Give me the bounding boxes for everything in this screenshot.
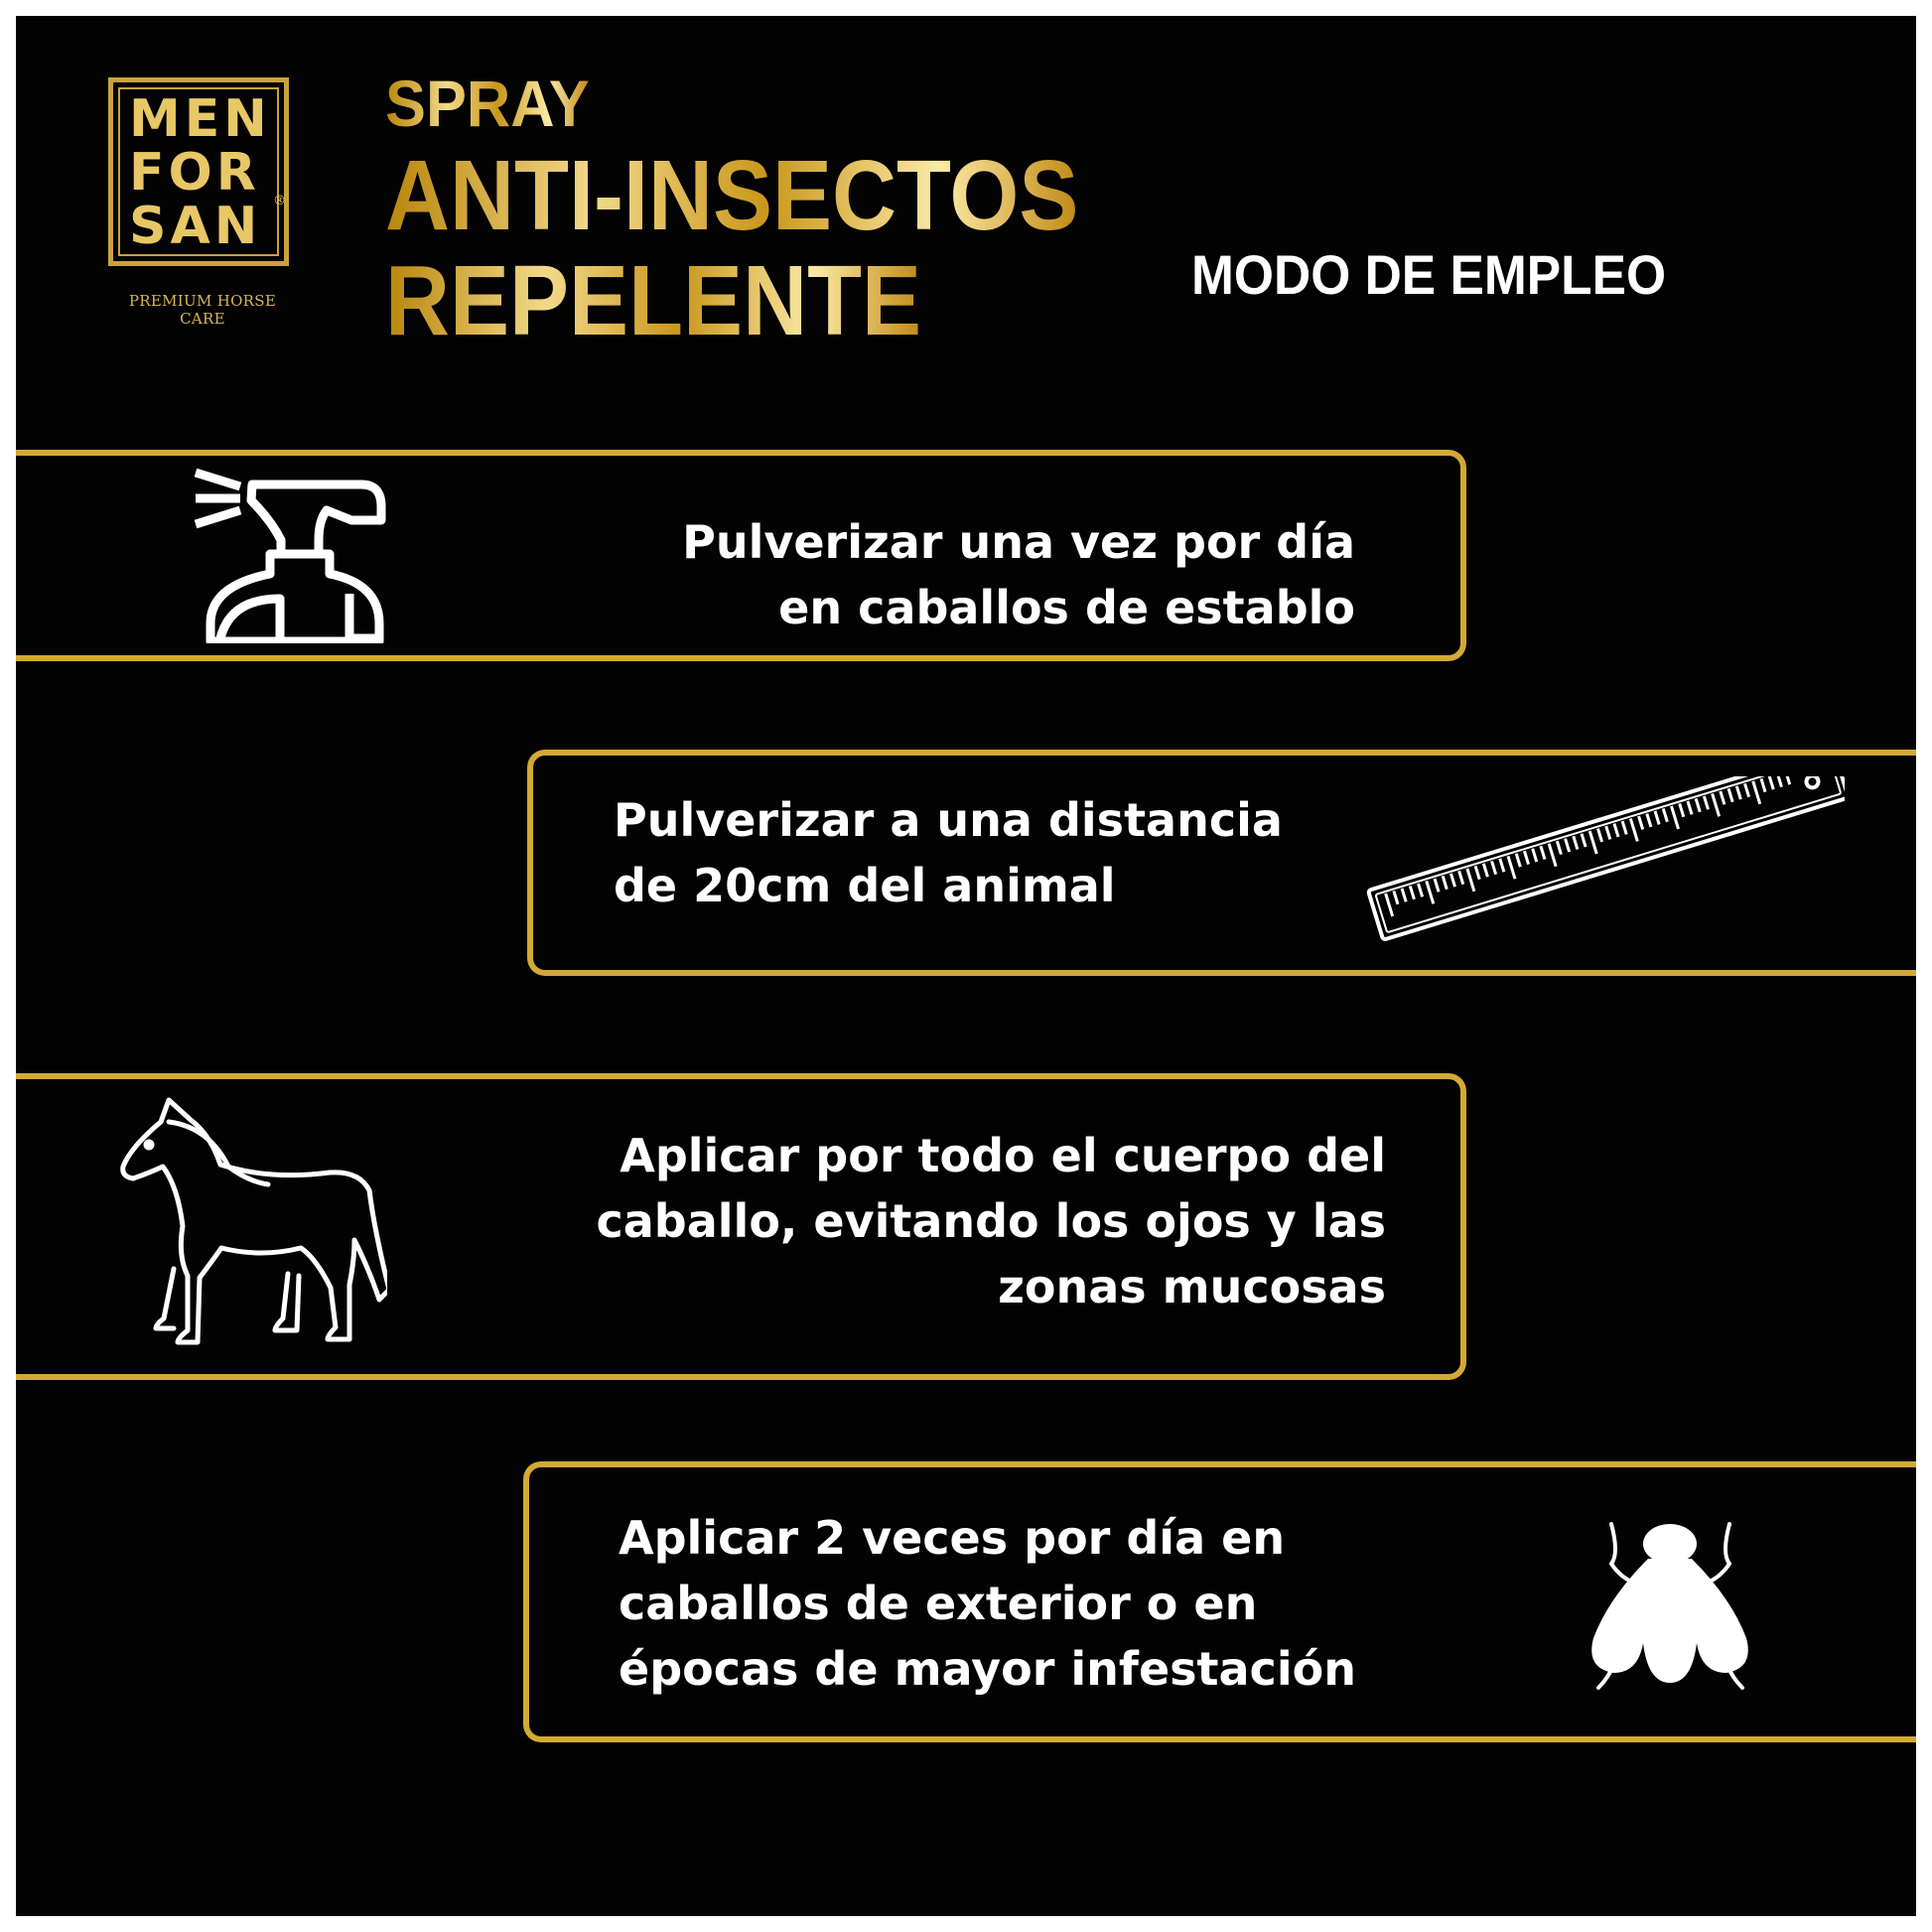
step-4-card [523,1461,1916,1742]
step-2-line-2: de 20cm del animal [614,859,1116,912]
ruler-tick [1645,813,1653,828]
spray-bottle-icon [194,468,386,643]
step-1-card [16,450,1466,661]
step-3-text: Aplicar por todo el cuerpo del caballo, … [597,1123,1387,1319]
ruler-tick [1392,891,1400,905]
ruler-tick [1490,860,1498,876]
ruler-tick [1694,797,1702,813]
step-2-text: Pulverizar a una distancia de 20cm del a… [614,787,1283,918]
section-title: MODO DE EMPLEO [1191,243,1667,306]
infographic-panel [16,16,1916,1916]
step-4-line-1: Aplicar 2 veces por día en [619,1511,1286,1565]
ruler-tick [1686,800,1694,815]
ruler-tick [1628,818,1639,842]
ruler-tick [1457,870,1465,886]
ruler-tick [1498,858,1506,873]
brand-logo: MEN FOR SAN ® [108,77,289,266]
ruler-tick [1653,810,1661,825]
ruler-tick [1441,875,1449,891]
step-3-line-3: zonas mucosas [998,1260,1386,1313]
step-4-line-2: caballos de exterior o en [619,1577,1258,1630]
ruler-tick [1555,840,1563,855]
step-3-line-1: Aplicar por todo el cuerpo del [620,1129,1386,1182]
ruler-tick [1481,863,1489,878]
step-1-line-1: Pulverizar una vez por día [682,515,1355,569]
ruler-tick [1604,825,1612,840]
ruler-tick [1612,823,1620,838]
ruler-tick [1751,780,1762,805]
ruler-tick [1759,777,1767,793]
ruler-tick [1661,808,1669,823]
step-4-line-3: épocas de mayor infestación [619,1642,1356,1696]
ruler-tick [1425,880,1436,904]
title-spray: SPRAY [385,67,590,140]
ruler-tick [1449,873,1456,888]
step-3-line-2: caballo, evitando los ojos y las [596,1194,1387,1248]
ruler-tick [1473,865,1481,881]
logo-line-san: SAN [129,197,262,256]
ruler-tick [1564,838,1572,853]
ruler-tick [1743,782,1751,798]
ruler-tick [1767,776,1775,790]
ruler-tick [1523,850,1530,866]
ruler-tick [1572,835,1580,850]
ruler-tick [1726,787,1734,803]
ruler-tick [1417,883,1425,897]
ruler-tick [1587,830,1598,855]
ruler-tick [1711,792,1722,817]
ruler-tick [1539,845,1547,861]
ruler-tick [1531,848,1539,863]
logo-line-for: FOR [129,143,260,203]
ruler-tick [1384,893,1395,917]
step-2-card [527,750,1916,976]
fly-icon [1591,1522,1748,1690]
step-1-line-2: en caballos de establo [778,581,1355,634]
ruler-tick [1465,868,1476,893]
ruler-tick [1580,833,1587,848]
step-3-card [16,1073,1466,1380]
logo-text: MEN FOR SAN [129,92,271,253]
brand-tagline: PREMIUM HORSE CARE [128,292,277,328]
title-anti-insectos: ANTI-INSECTOS [385,140,1079,251]
logo-line-men: MEN [129,89,271,149]
ruler-tick [1433,878,1441,893]
logo-inner-frame [118,87,279,256]
horse-icon [120,1097,387,1345]
ruler-tick [1400,888,1408,902]
ruler-tick [1670,805,1680,830]
step-1-text: Pulverizar una vez por día en caballos d… [682,509,1355,640]
registered-mark: ® [273,194,286,208]
title-repelente: REPELENTE [385,245,922,356]
ruler-tick [1506,855,1517,880]
step-4-text: Aplicar 2 veces por día en caballos de e… [619,1505,1356,1702]
ruler-tick [1734,785,1742,800]
ruler-tick [1784,776,1792,785]
ruler-tick [1719,790,1726,805]
ruler-tick [1620,820,1628,835]
ruler-icon [1366,776,1845,941]
ruler-tick [1596,828,1603,843]
ruler-tick [1678,803,1686,818]
ruler-tick [1547,843,1558,868]
step-2-line-1: Pulverizar a una distancia [614,793,1283,847]
ruler-tick [1637,815,1645,830]
ruler-tick [1775,776,1783,788]
ruler-tick [1702,795,1710,810]
ruler-tick [1514,853,1522,868]
ruler-tick [1408,885,1416,900]
